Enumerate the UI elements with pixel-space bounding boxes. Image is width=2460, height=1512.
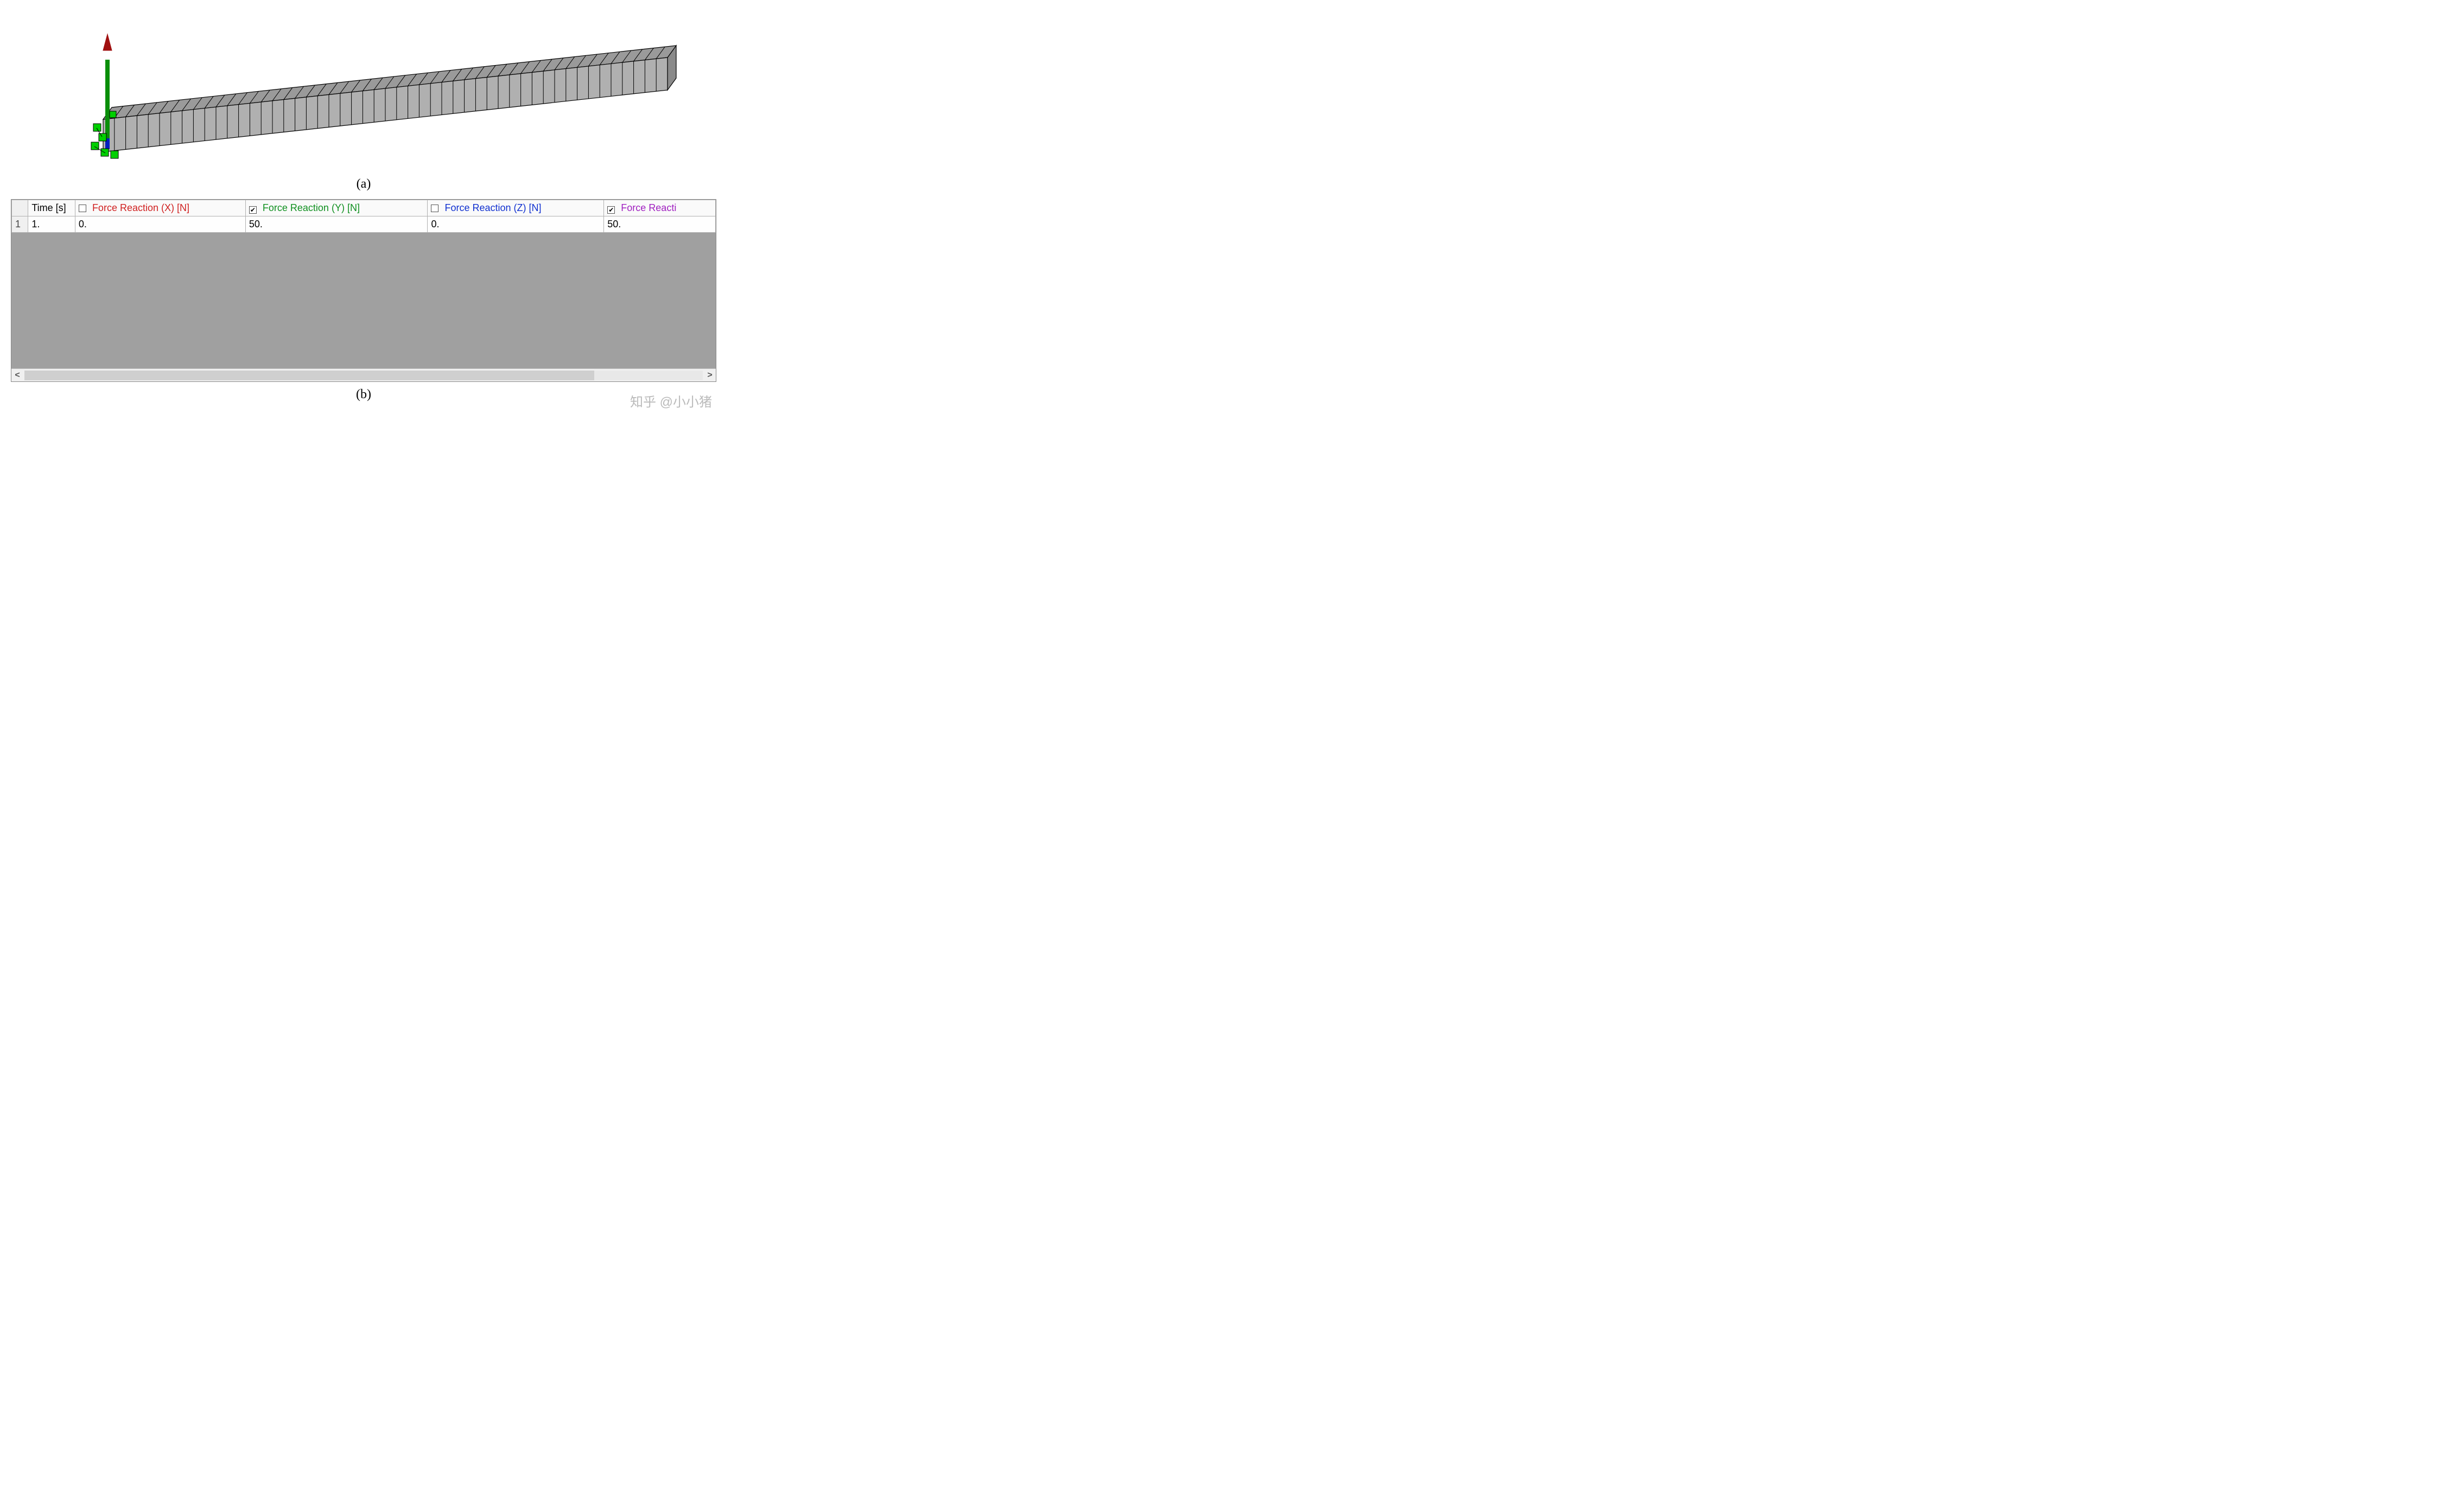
checkbox-fz-icon[interactable] xyxy=(431,205,438,212)
grid-empty-area xyxy=(11,233,716,368)
beam-viewport[interactable] xyxy=(38,11,689,174)
scroll-right-icon[interactable]: > xyxy=(704,369,716,381)
caption-a: (a) xyxy=(11,177,716,192)
scroll-left-icon[interactable]: < xyxy=(11,369,23,381)
col-fz-label: Force Reaction (Z) [N] xyxy=(445,202,542,213)
cell-fx[interactable]: 0. xyxy=(75,216,245,233)
col-fx[interactable]: Force Reaction (X) [N] xyxy=(75,200,245,216)
col-time[interactable]: Time [s] xyxy=(28,200,75,216)
checkbox-fx-icon[interactable] xyxy=(79,205,86,212)
col-ft-label: Force Reacti xyxy=(621,202,676,213)
horizontal-scrollbar[interactable]: < > xyxy=(11,368,716,381)
cell-rownum: 1 xyxy=(12,216,28,233)
col-fz[interactable]: Force Reaction (Z) [N] xyxy=(428,200,604,216)
col-fy-label: Force Reaction (Y) [N] xyxy=(263,202,360,213)
cell-fz[interactable]: 0. xyxy=(428,216,604,233)
cell-fy[interactable]: 50. xyxy=(245,216,428,233)
force-table: Time [s] Force Reaction (X) [N] ✔ Force … xyxy=(11,200,716,233)
table-row[interactable]: 1 1. 0. 50. 0. 50. xyxy=(12,216,716,233)
cell-time[interactable]: 1. xyxy=(28,216,75,233)
col-ft[interactable]: ✔ Force Reacti xyxy=(604,200,716,216)
col-time-label: Time [s] xyxy=(31,202,66,213)
col-fy[interactable]: ✔ Force Reaction (Y) [N] xyxy=(245,200,428,216)
table-header-row: Time [s] Force Reaction (X) [N] ✔ Force … xyxy=(12,200,716,216)
scroll-thumb[interactable] xyxy=(24,371,594,380)
col-rownum[interactable] xyxy=(12,200,28,216)
beam-render-svg xyxy=(38,11,689,174)
force-reaction-grid: Time [s] Force Reaction (X) [N] ✔ Force … xyxy=(11,199,716,382)
caption-b: (b) xyxy=(11,387,716,402)
checkbox-fy-icon[interactable]: ✔ xyxy=(249,206,257,214)
cell-ft[interactable]: 50. xyxy=(604,216,716,233)
scroll-track[interactable] xyxy=(24,371,703,380)
checkbox-ft-icon[interactable]: ✔ xyxy=(607,206,615,214)
col-fx-label: Force Reaction (X) [N] xyxy=(92,202,189,213)
